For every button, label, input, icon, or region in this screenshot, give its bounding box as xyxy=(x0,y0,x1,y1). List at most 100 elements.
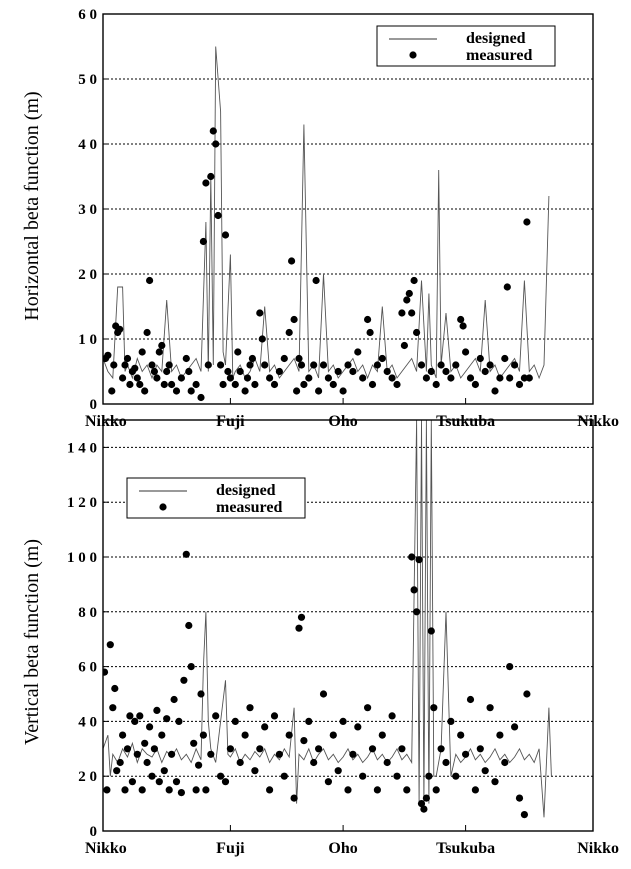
measured-point xyxy=(373,786,381,794)
y-tick-label: 1 2 0 xyxy=(67,495,97,511)
measured-point xyxy=(388,374,396,382)
measured-point xyxy=(415,556,423,564)
measured-point xyxy=(261,723,269,731)
measured-point xyxy=(138,786,146,794)
measured-point xyxy=(403,786,411,794)
measured-point xyxy=(383,758,391,767)
plot-frame xyxy=(102,13,594,405)
measured-point xyxy=(155,778,163,786)
measured-point xyxy=(393,772,401,780)
measured-point xyxy=(476,354,484,363)
measured-point xyxy=(452,361,460,369)
measured-point xyxy=(121,786,129,794)
measured-point xyxy=(496,374,504,382)
y-tick-label: 6 0 xyxy=(78,660,97,676)
measured-point xyxy=(324,374,332,382)
measured-point xyxy=(192,786,200,794)
measured-point xyxy=(447,717,455,726)
y-tick-label: 0 xyxy=(90,824,98,840)
measured-point xyxy=(354,348,362,356)
measured-point xyxy=(141,739,149,747)
measured-point xyxy=(523,218,531,226)
measured-point xyxy=(310,758,318,767)
measured-point xyxy=(103,668,109,676)
measured-point xyxy=(133,750,141,758)
legend-label-measured: measured xyxy=(466,47,532,64)
measured-point xyxy=(476,745,484,753)
measured-point xyxy=(146,276,154,285)
measured-point xyxy=(447,374,455,382)
measured-point xyxy=(288,257,296,265)
y-tick-label: 4 0 xyxy=(78,714,97,730)
measured-point xyxy=(116,325,124,333)
measured-point xyxy=(457,315,465,324)
location-label: Nikko xyxy=(577,840,619,857)
measured-point xyxy=(168,380,176,389)
measured-point xyxy=(241,387,249,395)
measured-point xyxy=(368,380,377,389)
y-tick-label: 1 0 xyxy=(78,332,97,348)
measured-point xyxy=(400,341,408,350)
measured-point xyxy=(106,641,114,649)
legend-label-designed: designed xyxy=(216,482,276,499)
measured-point xyxy=(155,348,163,356)
y-tick-label: 5 0 xyxy=(78,72,97,88)
measured-point xyxy=(324,778,332,786)
measured-point xyxy=(261,361,269,369)
measured-point xyxy=(153,706,161,715)
measured-point xyxy=(501,354,509,363)
measured-point xyxy=(251,767,259,775)
legend-label-designed: designed xyxy=(466,30,526,47)
measured-point xyxy=(437,745,445,753)
measured-point xyxy=(334,367,342,376)
measured-point xyxy=(501,758,509,767)
measured-point xyxy=(295,354,303,363)
measured-point xyxy=(209,127,217,135)
y-axis-label: Horizontal beta function (m) xyxy=(21,91,43,320)
measured-point xyxy=(136,712,144,720)
measured-point xyxy=(172,387,181,395)
measured-point xyxy=(295,624,303,632)
measured-point xyxy=(256,745,264,753)
measured-point xyxy=(462,348,470,356)
measured-point xyxy=(199,237,207,246)
measured-point xyxy=(297,361,306,369)
measured-point xyxy=(312,276,320,285)
measured-point xyxy=(180,676,188,684)
measured-point xyxy=(170,695,178,704)
plot-frame xyxy=(102,419,594,832)
measured-point xyxy=(339,717,347,726)
measured-point xyxy=(285,731,293,739)
measured-point xyxy=(349,367,357,376)
location-label: Oho xyxy=(328,413,357,430)
measured-point xyxy=(486,361,494,369)
measured-point xyxy=(177,789,185,797)
measured-point xyxy=(163,715,171,723)
location-label: Nikko xyxy=(577,413,619,430)
measured-point xyxy=(123,745,132,753)
measured-point xyxy=(241,731,249,739)
measured-point xyxy=(329,731,337,739)
y-tick-label: 1 4 0 xyxy=(67,440,97,456)
measured-point xyxy=(422,794,430,802)
measured-point xyxy=(143,328,151,337)
measured-point xyxy=(420,805,428,813)
measured-point xyxy=(131,364,139,372)
measured-point xyxy=(148,361,156,369)
legend-box xyxy=(126,477,306,519)
measured-point xyxy=(195,761,203,769)
measured-point xyxy=(422,374,430,382)
measured-point xyxy=(373,361,381,369)
measured-point xyxy=(136,380,144,389)
measured-point xyxy=(405,289,413,298)
y-tick-label: 3 0 xyxy=(78,202,97,218)
measured-point xyxy=(126,380,134,389)
measured-point xyxy=(110,361,118,369)
measured-point xyxy=(251,380,259,389)
measured-point xyxy=(329,380,337,389)
measured-point xyxy=(243,374,252,382)
measured-point xyxy=(128,778,136,786)
measured-point xyxy=(224,367,232,376)
measured-point xyxy=(378,731,386,739)
